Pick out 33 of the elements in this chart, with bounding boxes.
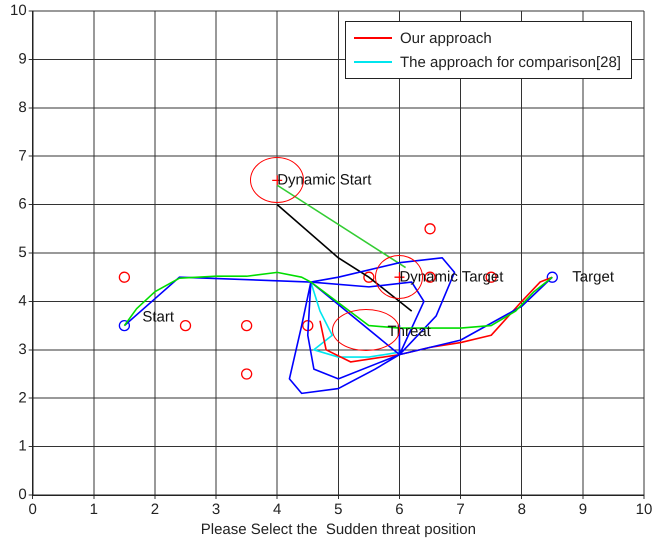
x-tick-label: 8 bbox=[518, 501, 526, 518]
x-tick-label: 2 bbox=[150, 501, 160, 518]
x-tick-label: 4 bbox=[273, 501, 282, 518]
x-tick-label: 1 bbox=[90, 501, 98, 518]
y-tick-label: 2 bbox=[18, 389, 27, 406]
y-tick-label: 10 bbox=[10, 2, 27, 20]
legend-label: Our approach bbox=[400, 30, 492, 46]
point bbox=[363, 272, 375, 283]
y-tick-label: 6 bbox=[18, 196, 27, 213]
y-tick-label: 5 bbox=[18, 244, 27, 262]
x-tick-label: 7 bbox=[456, 501, 465, 518]
point bbox=[546, 272, 558, 283]
y-tick-label: 0 bbox=[18, 486, 27, 504]
x-axis-title: Please Select the Sudden threat position bbox=[200, 521, 476, 538]
y-tick-label: 4 bbox=[18, 292, 27, 310]
point bbox=[180, 320, 192, 332]
y-tick-label: 8 bbox=[18, 98, 27, 116]
point bbox=[240, 368, 252, 380]
point bbox=[118, 320, 130, 332]
y-tick-label: 3 bbox=[18, 340, 27, 358]
y-tick-label: 7 bbox=[18, 147, 27, 164]
x-tick-label: 9 bbox=[578, 501, 588, 518]
point bbox=[424, 223, 436, 234]
point bbox=[302, 320, 314, 332]
point bbox=[118, 272, 130, 283]
x-tick-label: 10 bbox=[636, 501, 652, 518]
x-tick-label: 3 bbox=[212, 501, 220, 518]
point bbox=[240, 320, 252, 332]
y-tick-label: 9 bbox=[18, 50, 27, 68]
y-tick-label: 1 bbox=[18, 438, 27, 455]
x-tick-label: 6 bbox=[395, 501, 404, 518]
legend-label: The approach for comparison[28] bbox=[400, 54, 621, 70]
x-tick-label: 5 bbox=[334, 501, 343, 518]
